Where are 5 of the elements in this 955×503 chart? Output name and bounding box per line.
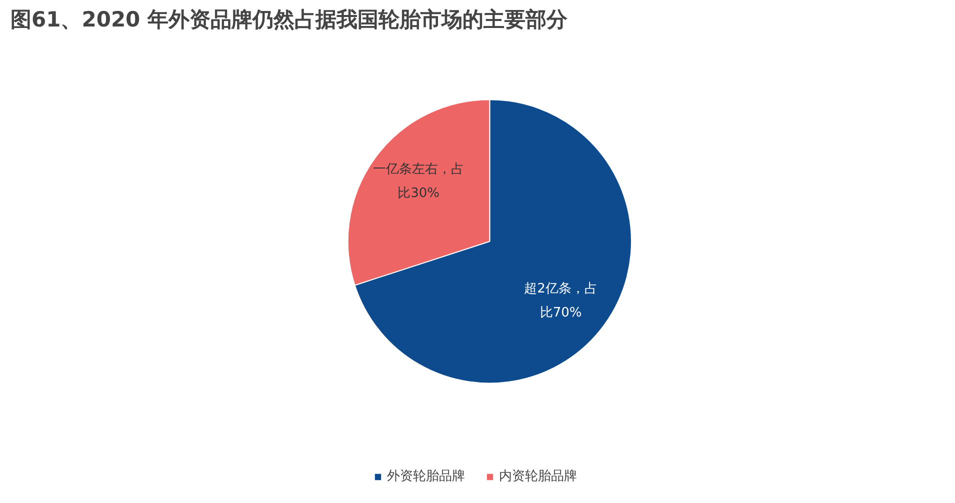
legend-label: 外资轮胎品牌 bbox=[387, 468, 465, 485]
data-label: 一亿条左右，占比30% bbox=[373, 162, 464, 202]
data-label: 超2亿条，占比70% bbox=[524, 282, 598, 321]
chart-title: 图61、2020 年外资品牌仍然占据我国轮胎市场的主要部分 bbox=[10, 8, 568, 32]
legend-label: 内资轮胎品牌 bbox=[499, 468, 577, 485]
